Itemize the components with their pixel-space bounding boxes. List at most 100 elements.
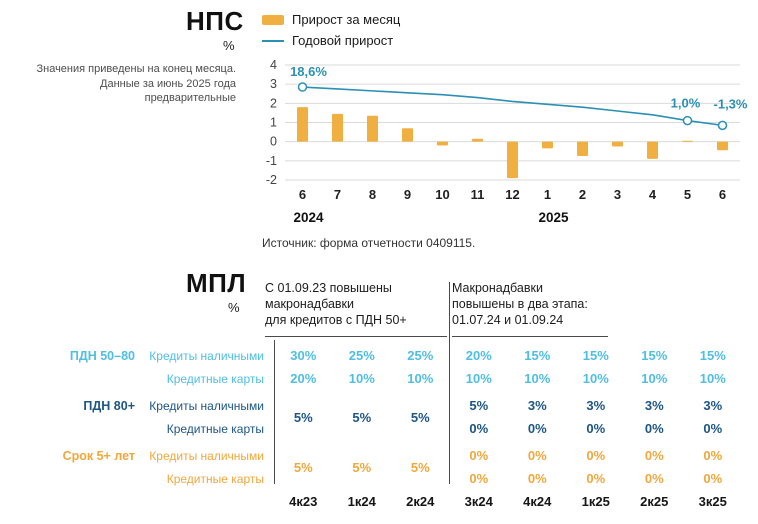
x-tick-label: 9 — [404, 187, 411, 202]
nps-section-title: НПС — [186, 6, 244, 36]
quarter-column-label: 2к24 — [406, 494, 435, 509]
table-cell: 10% — [348, 371, 375, 386]
bar-month — [332, 113, 343, 142]
quarter-column-label: 2к25 — [640, 494, 669, 509]
table-cell: 20% — [290, 371, 317, 386]
line-annotation: 18,6% — [290, 64, 327, 79]
table-cell: 0% — [586, 421, 606, 436]
table-cell: 3% — [527, 398, 547, 413]
bar-month — [402, 128, 413, 142]
x-tick-label: 6 — [719, 187, 726, 202]
group-label: ПДН 50–80 — [69, 348, 135, 363]
line-marker — [717, 120, 728, 131]
line-annotation: 1,0% — [671, 96, 701, 111]
bar-month — [647, 141, 658, 159]
mpl-group: ПДН 50–80 Кредиты наличными 30% 25% 25% 20% 15… — [2, 344, 742, 390]
row-label: Кредиты наличными — [149, 448, 264, 463]
bar-month — [472, 138, 483, 142]
y-tick-label: -2 — [266, 173, 277, 187]
table-cell: 3% — [586, 398, 606, 413]
group-label: Срок 5+ лет — [62, 448, 135, 463]
table-cell: 0% — [469, 421, 489, 436]
text-line: Данные за июнь 2025 года — [100, 77, 236, 90]
legend-label: Прирост за месяц — [292, 12, 401, 27]
table-cell: 10% — [407, 371, 434, 386]
table-cell: 10% — [641, 371, 668, 386]
quarter-column-label: 4к23 — [289, 494, 318, 509]
legend-item: Годовой прирост — [262, 33, 400, 48]
table-cell: 3% — [644, 398, 664, 413]
table-cell: 10% — [699, 371, 726, 386]
table-cell: 0% — [703, 421, 723, 436]
table-cell: 3% — [703, 398, 723, 413]
table-cell: 25% — [348, 348, 375, 363]
bar-month — [717, 141, 728, 151]
nps-unit-label: % — [223, 38, 235, 53]
year-label: 2024 — [293, 210, 324, 225]
text-line: для кредитов с ПДН 50+ — [265, 313, 407, 327]
x-tick-label: 3 — [614, 187, 621, 202]
table-cell: 0% — [586, 448, 606, 463]
year-label: 2025 — [538, 210, 569, 225]
text-line: С 01.09.23 повышены — [265, 281, 392, 295]
text-line: Макронадбавки — [452, 281, 543, 295]
table-cell: 15% — [641, 348, 668, 363]
y-tick-label: 1 — [270, 116, 277, 130]
y-tick-label: 3 — [270, 77, 277, 91]
mpl-table-columns: 4к23 1к24 2к24 3к24 4к24 1к25 2к25 3к25 — [2, 494, 742, 509]
bar-swatch-icon — [262, 14, 284, 25]
mpl-group: Срок 5+ лет Кредиты наличными 0% 0% 0% 0% 0% Кр… — [2, 444, 742, 490]
table-cell: 0% — [703, 448, 723, 463]
mpl-table: ПДН 50–80 Кредиты наличными 30% 25% 25% 20% 15… — [2, 344, 742, 494]
row-label: Кредитные карты — [166, 371, 264, 386]
bar-month — [507, 141, 518, 179]
bar-month — [682, 140, 693, 142]
table-cell: 15% — [582, 348, 609, 363]
table-cell-merged: 5% — [352, 409, 372, 425]
table-cell: 10% — [582, 371, 609, 386]
nps-footnote: Значения приведены на конец месяца. Данны… — [16, 62, 236, 106]
y-tick-label: 4 — [270, 58, 277, 72]
x-tick-label: 2 — [579, 187, 586, 202]
table-cell: 0% — [703, 471, 723, 486]
line-annotation: -1,3% — [714, 96, 748, 111]
x-tick-label: 5 — [684, 187, 691, 202]
table-cell: 0% — [644, 471, 664, 486]
x-tick-label: 10 — [435, 187, 449, 202]
chart-legend: Прирост за месяц Годовой прирост — [262, 12, 400, 48]
table-cell: 0% — [527, 421, 547, 436]
table-cell: 10% — [524, 371, 551, 386]
quarter-column-label: 4к24 — [523, 494, 552, 509]
mpl-group: ПДН 80+ Кредиты наличными 5% 3% 3% 3% 3% Кредит… — [2, 394, 742, 440]
bar-month — [297, 107, 308, 142]
line-marker — [682, 115, 693, 126]
table-cell-merged: 5% — [293, 409, 313, 425]
table-divider-left — [274, 340, 275, 484]
legend-label: Годовой прирост — [292, 33, 394, 48]
y-tick-label: 2 — [270, 96, 277, 110]
row-label: Кредитные карты — [166, 471, 264, 486]
bar-month — [577, 141, 588, 157]
table-cell-merged: 5% — [293, 459, 313, 475]
row-label: Кредиты наличными — [149, 398, 264, 413]
x-tick-label: 11 — [471, 187, 485, 202]
text-line: предварительные — [144, 92, 236, 105]
table-cell: 20% — [465, 348, 492, 363]
group-label: ПДН 80+ — [83, 398, 135, 413]
table-cell: 0% — [469, 448, 489, 463]
bar-month — [542, 141, 553, 149]
x-tick-label: 6 — [299, 187, 306, 202]
table-cell: 0% — [527, 471, 547, 486]
table-cell: 0% — [586, 471, 606, 486]
quarter-column-label: 1к25 — [581, 494, 610, 509]
text-line: 01.07.24 и 01.09.24 — [452, 313, 564, 327]
mpl-note-left: С 01.09.23 повышены макронадбавки для кред… — [265, 280, 447, 337]
table-cell: 30% — [290, 348, 317, 363]
mpl-section-title: МПЛ — [186, 268, 247, 298]
legend-item: Прирост за месяц — [262, 12, 400, 27]
table-cell-merged: 5% — [352, 459, 372, 475]
table-cell: 15% — [699, 348, 726, 363]
table-cell-merged: 5% — [410, 409, 430, 425]
line-swatch-icon — [262, 39, 284, 42]
text-line: макронадбавки — [265, 297, 354, 311]
